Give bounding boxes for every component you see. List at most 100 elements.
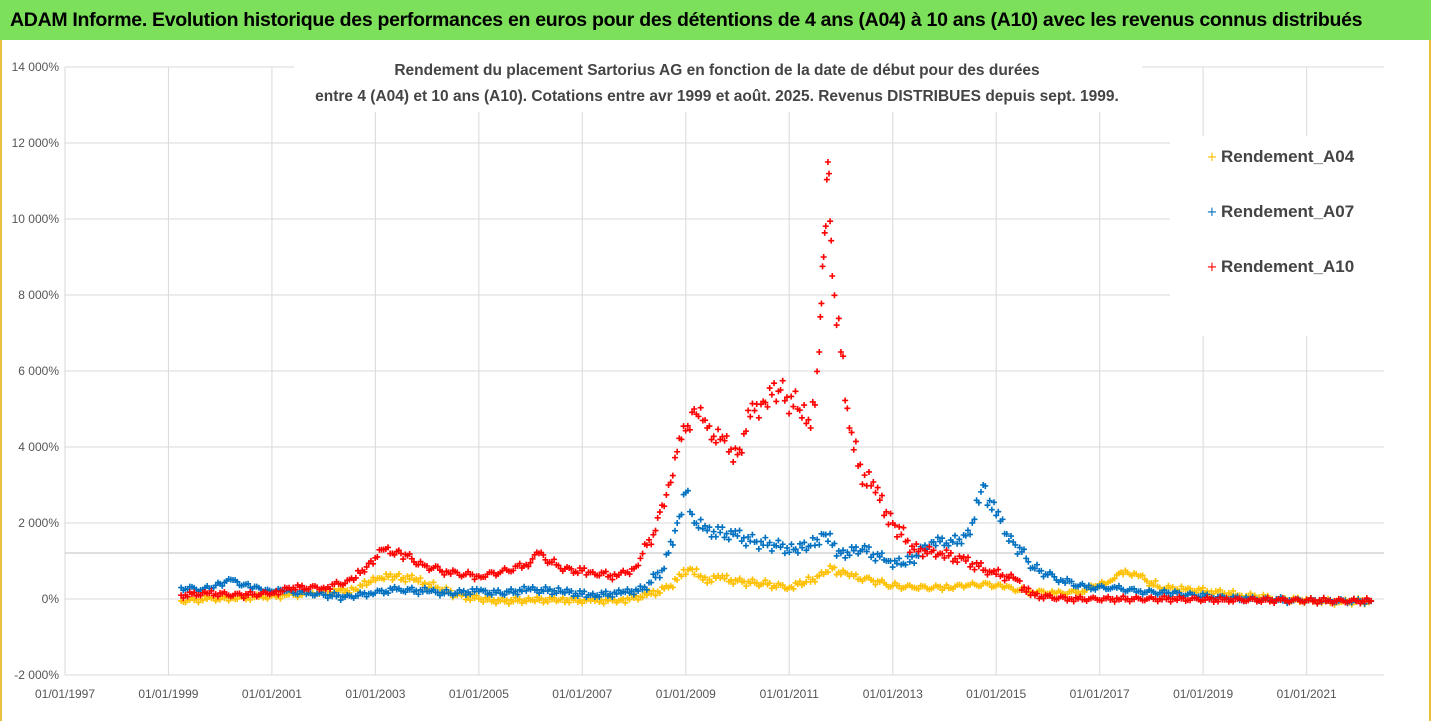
data-point — [842, 397, 849, 404]
data-point — [447, 570, 454, 577]
data-point — [872, 489, 879, 496]
data-point — [626, 596, 633, 603]
data-point — [831, 292, 838, 299]
data-point — [553, 590, 560, 597]
data-point — [816, 572, 823, 579]
data-point — [402, 578, 409, 585]
data-point — [811, 401, 818, 408]
data-point — [852, 571, 859, 578]
data-point — [865, 468, 872, 475]
scatter-chart: -2 000% 0% 2 000% 4 000% 6 000% 8 000% 10 000%… — [12, 54, 1384, 701]
data-point — [964, 527, 971, 534]
data-point — [1077, 593, 1084, 600]
data-point — [669, 541, 676, 548]
data-point — [1005, 538, 1012, 545]
data-point — [589, 590, 596, 597]
data-point — [710, 433, 717, 440]
data-point — [820, 254, 827, 260]
data-point — [643, 586, 650, 593]
data-point — [945, 542, 952, 549]
data-point — [1165, 589, 1172, 596]
data-point — [917, 545, 924, 552]
data-point — [885, 521, 892, 528]
data-point — [749, 576, 756, 583]
data-point — [993, 512, 1000, 519]
data-point — [467, 597, 474, 604]
data-point — [859, 481, 866, 488]
data-point — [684, 487, 691, 494]
data-point — [1023, 555, 1030, 562]
data-point — [667, 538, 674, 545]
data-point — [1174, 597, 1181, 604]
data-point — [335, 592, 342, 599]
data-point — [1143, 578, 1150, 585]
data-point — [555, 585, 562, 592]
data-point — [816, 541, 823, 548]
data-point — [508, 586, 515, 593]
data-point — [240, 595, 247, 602]
data-point — [1025, 558, 1032, 565]
data-point — [245, 580, 252, 587]
data-point — [844, 549, 851, 556]
data-point — [397, 550, 404, 557]
data-point — [536, 590, 543, 597]
data-point — [766, 385, 773, 392]
data-point — [1003, 530, 1010, 537]
data-point — [697, 404, 704, 411]
data-point — [684, 422, 691, 429]
data-point — [745, 407, 752, 414]
data-point — [721, 575, 728, 582]
data-point — [648, 590, 655, 597]
data-point — [650, 571, 657, 578]
data-point — [1014, 550, 1021, 557]
data-point — [954, 559, 961, 566]
data-point — [408, 555, 415, 562]
x-tick-label: 01/01/2001 — [242, 687, 302, 701]
data-point — [919, 553, 926, 560]
data-point — [755, 414, 762, 421]
data-point — [1070, 598, 1077, 605]
data-point — [663, 491, 670, 498]
data-point — [749, 531, 756, 538]
data-point — [648, 541, 655, 548]
data-point — [825, 170, 832, 177]
data-point — [773, 398, 780, 405]
data-point — [936, 538, 943, 545]
data-point — [596, 593, 603, 600]
data-point — [811, 578, 818, 585]
y-tick-label: 4 000% — [18, 440, 59, 454]
data-point — [529, 584, 536, 591]
data-point — [827, 218, 834, 225]
data-point — [921, 542, 928, 549]
data-point — [706, 524, 713, 531]
data-point — [691, 571, 698, 578]
data-point — [635, 596, 642, 603]
legend-label-a10: Rendement_A10 — [1221, 257, 1354, 276]
data-point — [402, 589, 409, 596]
data-point — [693, 520, 700, 527]
chart-title-line-1: Rendement du placement Sartorius AG en f… — [394, 62, 1039, 79]
data-point — [521, 583, 528, 590]
data-point — [622, 599, 629, 606]
data-point — [893, 560, 900, 567]
data-point — [805, 416, 812, 423]
data-point — [725, 536, 732, 543]
legend-label-a04: Rendement_A04 — [1221, 147, 1355, 166]
data-point — [848, 429, 855, 436]
data-point — [635, 588, 642, 595]
data-point — [514, 591, 521, 598]
data-point — [786, 549, 793, 556]
data-point — [861, 542, 868, 549]
data-point — [977, 559, 984, 566]
data-point — [971, 516, 978, 523]
data-point — [906, 558, 913, 565]
data-point — [807, 425, 814, 431]
data-point — [217, 596, 224, 603]
data-point — [710, 528, 717, 535]
data-point — [878, 492, 885, 499]
data-point — [495, 587, 502, 594]
data-point — [814, 536, 821, 543]
data-point — [1038, 567, 1045, 574]
data-point — [609, 594, 616, 601]
data-point — [1051, 573, 1058, 580]
